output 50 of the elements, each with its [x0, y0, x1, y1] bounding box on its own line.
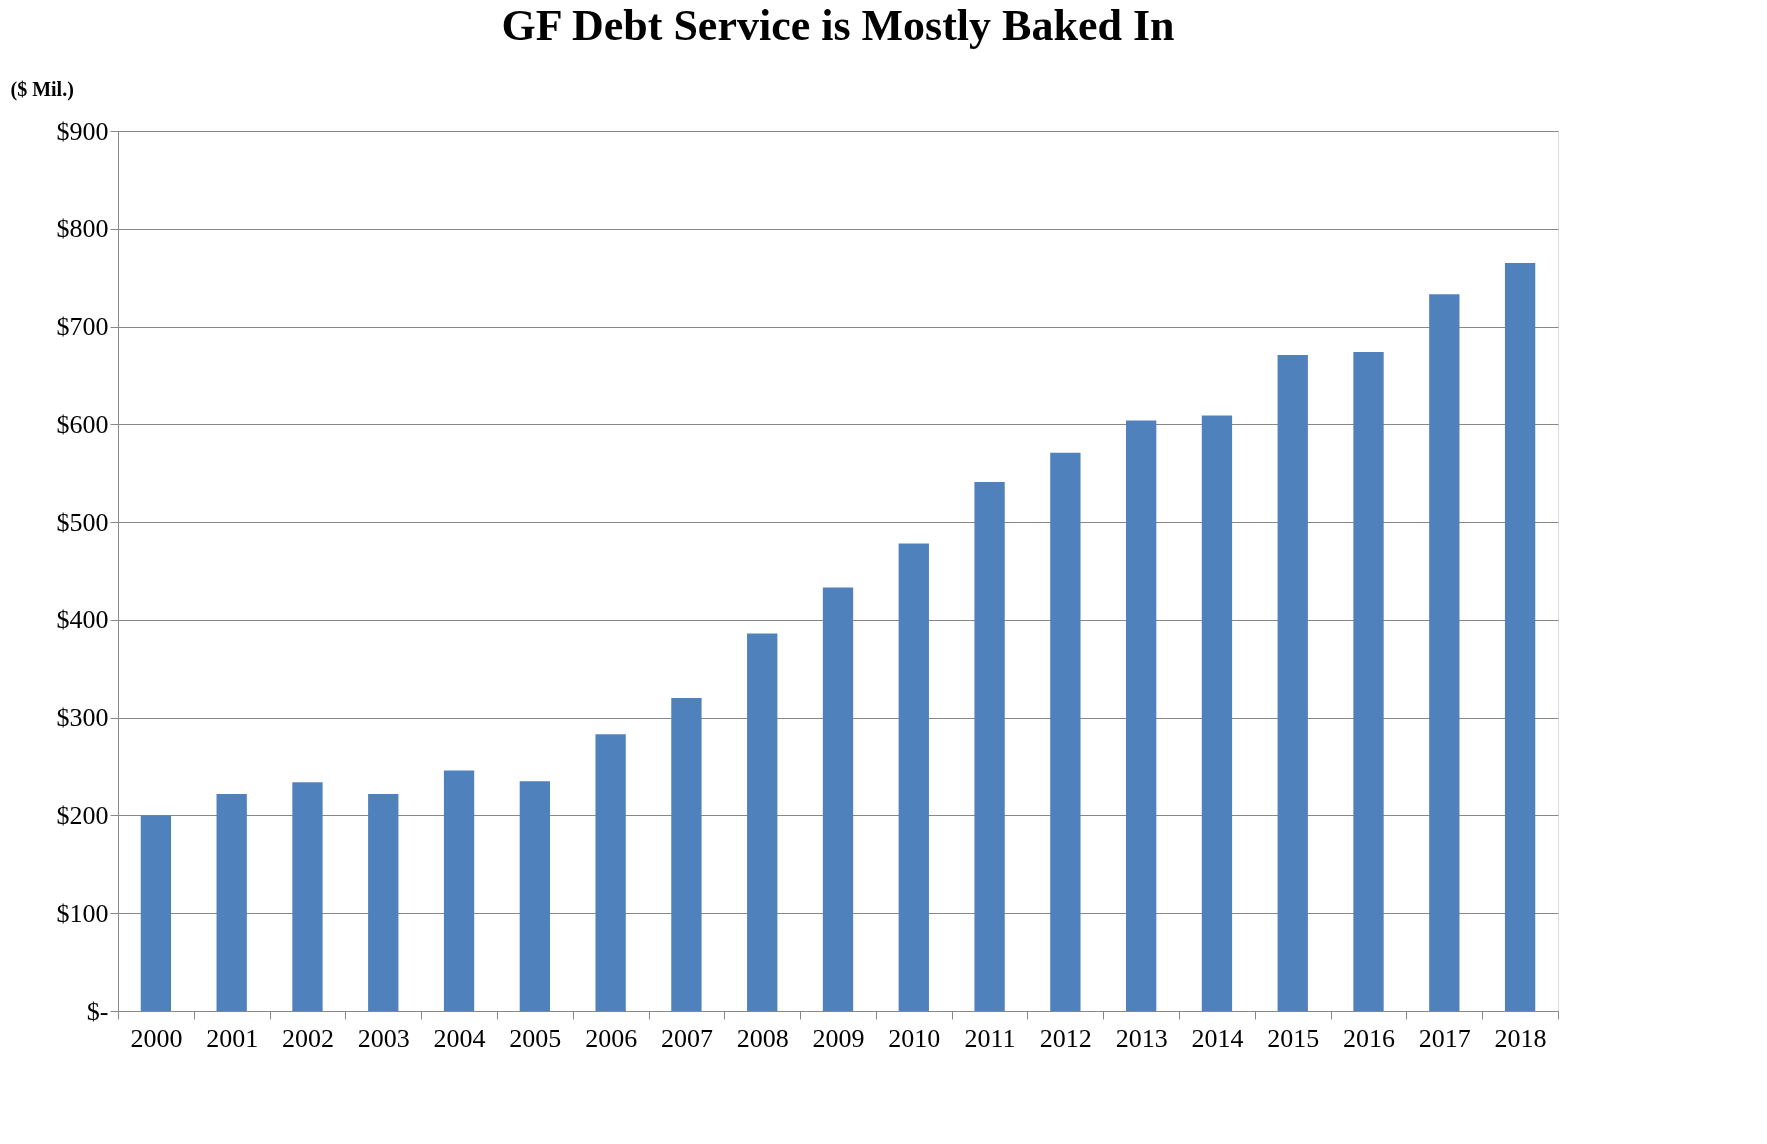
x-tick-label: 2013: [1115, 1023, 1168, 1053]
bar: [1353, 351, 1384, 1011]
y-tick-label: $-: [86, 996, 109, 1026]
y-tick-label: $500: [56, 507, 109, 537]
bar: [443, 770, 475, 1011]
bar: [822, 587, 854, 1011]
bar: [974, 482, 1005, 1011]
chart-title: GF Debt Service is Mostly Baked In: [501, 1, 1175, 50]
x-tick-label: 2000: [130, 1023, 183, 1053]
bar: [747, 633, 778, 1011]
x-tick-label: 2005: [509, 1023, 562, 1053]
x-tick-label: 2006: [585, 1023, 638, 1053]
bar: [292, 782, 323, 1011]
x-tick-label: 2015: [1267, 1023, 1320, 1053]
x-tick-label: 2009: [812, 1023, 865, 1053]
y-tick-label: $100: [56, 898, 109, 928]
bar: [1050, 452, 1081, 1011]
x-tick-label: 2007: [660, 1023, 713, 1053]
y-tick-label: $300: [56, 703, 109, 733]
bar: [216, 793, 247, 1011]
bar: [1277, 354, 1308, 1011]
bar: [140, 815, 172, 1011]
x-tick-label: 2011: [964, 1023, 1016, 1053]
bar: [1504, 263, 1536, 1011]
bar: [898, 543, 929, 1011]
x-tick-label: 2018: [1494, 1023, 1547, 1053]
x-tick-label: 2008: [736, 1023, 789, 1053]
y-tick-label: $900: [56, 116, 109, 146]
x-tick-label: 2017: [1418, 1023, 1471, 1053]
x-tick-label: 2004: [433, 1023, 486, 1053]
bar: [519, 781, 550, 1011]
y-tick-label: $400: [56, 605, 109, 635]
x-tick-label: 2016: [1343, 1023, 1396, 1053]
y-axis-title: ($ Mil.): [10, 77, 74, 101]
y-tick-label: $700: [56, 312, 109, 342]
x-tick-label: 2003: [357, 1023, 410, 1053]
y-tick-label: $200: [56, 800, 109, 830]
bar: [1126, 420, 1157, 1011]
bar: [1201, 415, 1233, 1011]
y-tick-label: $800: [56, 214, 109, 244]
x-tick-label: 2002: [281, 1023, 334, 1053]
x-tick-label: 2014: [1191, 1023, 1244, 1053]
y-tick-label: $600: [56, 409, 109, 439]
x-tick-label: 2001: [206, 1023, 259, 1053]
x-tick-label: 2010: [888, 1023, 941, 1053]
bar: [368, 793, 399, 1011]
bar: [1429, 294, 1460, 1011]
bar: [671, 698, 702, 1011]
bar: [595, 734, 626, 1011]
x-tick-label: 2012: [1039, 1023, 1092, 1053]
